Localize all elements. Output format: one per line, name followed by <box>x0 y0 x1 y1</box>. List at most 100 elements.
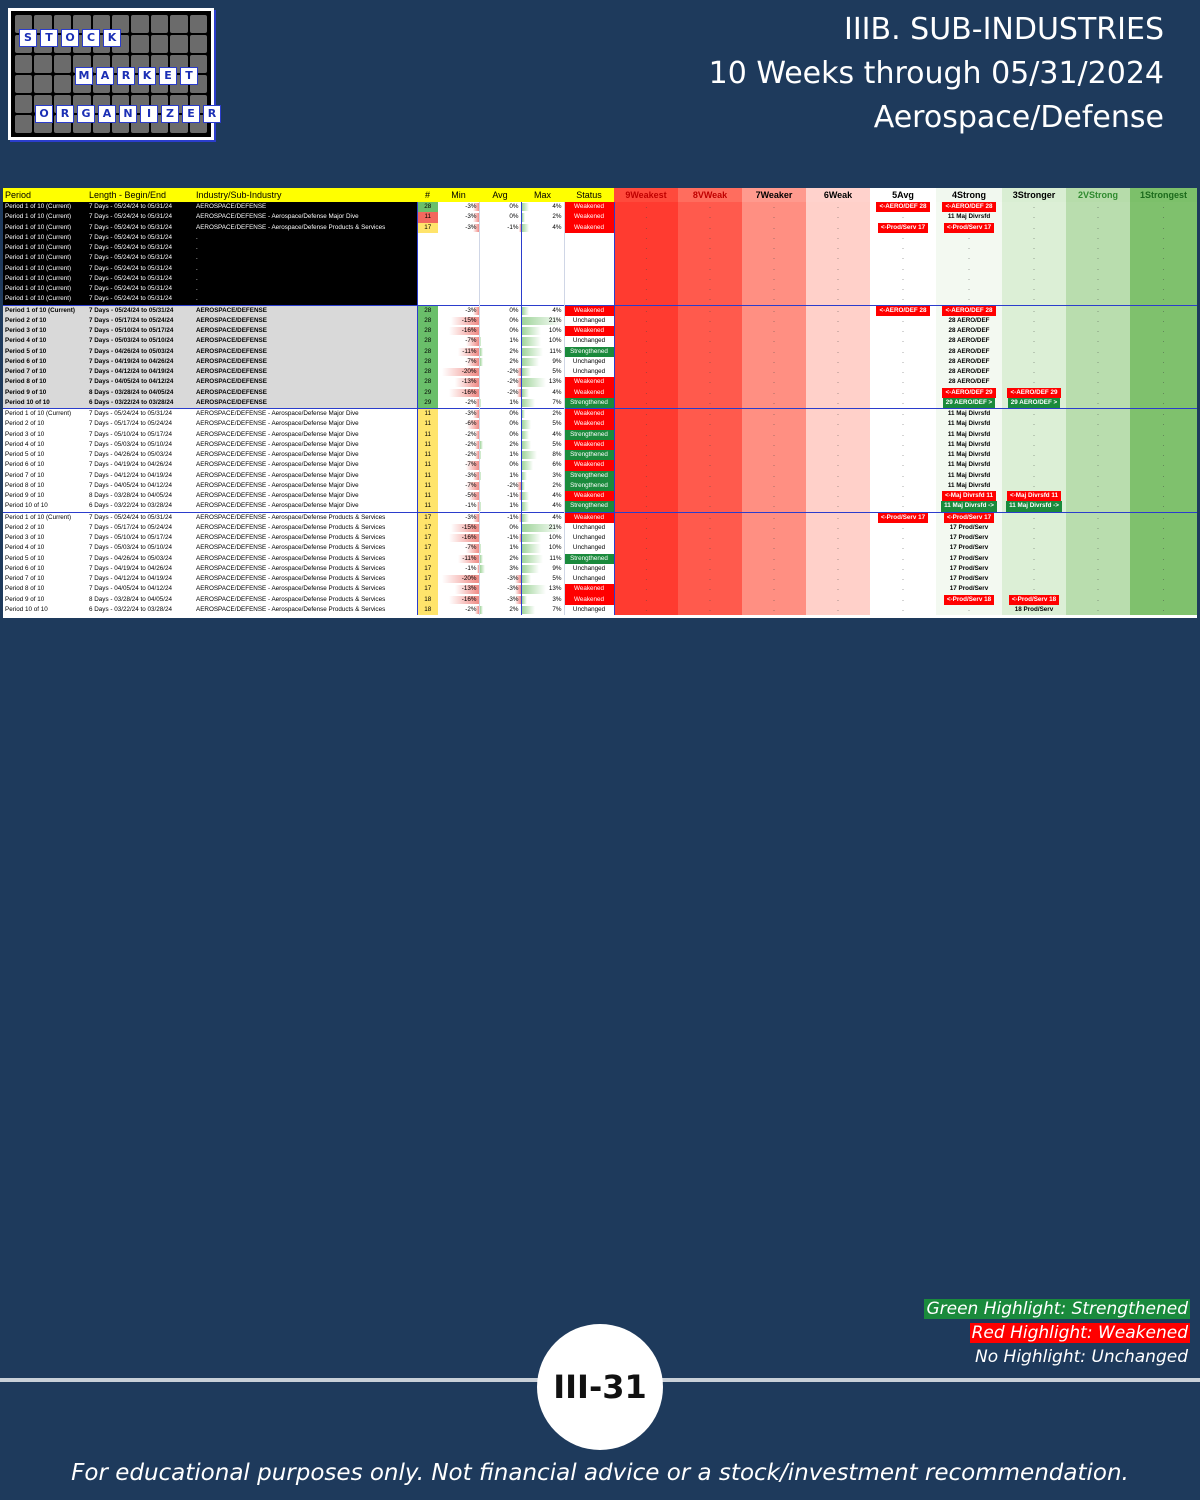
value-label: -1% <box>507 492 519 499</box>
empty-band-dot: . <box>837 378 839 386</box>
cell-avg: -1% <box>479 491 522 502</box>
empty-band-dot: . <box>1033 430 1035 438</box>
cell-band-b2: . <box>1066 460 1130 471</box>
cell-avg: 3% <box>479 563 522 574</box>
cell-band-b9: . <box>614 263 678 274</box>
cell-count: 11 <box>416 491 438 502</box>
cell-band-b5: . <box>870 232 936 243</box>
empty-band-dot: . <box>773 554 775 562</box>
empty-band-dot: . <box>1097 605 1099 613</box>
value-bar <box>450 316 478 325</box>
cell-band-b5: . <box>870 294 936 305</box>
cell-band-b3: <-AERO/DEF 29 <box>1002 387 1066 398</box>
col-header-2vstrong: 2VStrong <box>1066 188 1130 202</box>
cell-avg: 0% <box>479 212 522 223</box>
empty-band-dot: . <box>902 492 904 499</box>
value-bar <box>521 492 530 501</box>
cell-industry: AEROSPACE/DEFENSE <box>194 202 417 213</box>
empty-band-dot: . <box>837 564 839 572</box>
cell-band-b4: 11 Maj Divrsfd <box>936 450 1002 461</box>
cell-max: 6% <box>521 460 565 471</box>
cell-period: Period 1 of 10 (Current) <box>3 232 87 243</box>
value-bar <box>521 605 535 614</box>
value-label: -5% <box>465 492 477 499</box>
empty-band-dot: . <box>1162 223 1165 231</box>
cell-count <box>416 232 438 243</box>
logo-letter: N <box>119 105 137 123</box>
empty-band-dot: . <box>709 203 711 210</box>
cell-avg: 2% <box>479 346 522 357</box>
cell-band-b2: . <box>1066 212 1130 223</box>
cell-band-b5: . <box>870 243 936 254</box>
value-bar <box>441 368 478 377</box>
cell-band-b1: . <box>1130 470 1197 481</box>
cell-band-b4: <-AERO/DEF 28 <box>936 202 1002 213</box>
cell-industry: AEROSPACE/DEFENSE - Aerospace/Defense Ma… <box>194 439 417 450</box>
cell-length: 7 Days - 04/12/24 to 04/19/24 <box>87 574 194 585</box>
cell-band-b8: . <box>678 604 742 615</box>
cell-band-b8: . <box>678 263 742 274</box>
cell-max: 9% <box>521 563 565 574</box>
cell-band-b1: . <box>1130 419 1197 430</box>
empty-band-dot: . <box>645 203 648 210</box>
value-bar <box>465 337 478 346</box>
band-tag: <-Maj Divrsfd 11 <box>1006 491 1062 502</box>
empty-band-dot: . <box>1033 306 1035 314</box>
empty-band-dot: . <box>1097 554 1099 562</box>
cell-count: 17 <box>416 543 438 554</box>
empty-band-dot: . <box>902 554 904 562</box>
cell-count <box>416 284 438 295</box>
empty-band-dot: . <box>1162 378 1165 386</box>
value-label: 3% <box>552 471 562 479</box>
cell-avg: 2% <box>479 553 522 564</box>
cell-band-b5: . <box>870 553 936 564</box>
table-row: Period 4 of 10 7 Days - 05/03/24 to 05/10… <box>3 543 1197 554</box>
section-title: IIIB. SUB-INDUSTRIES <box>843 12 1164 47</box>
cell-status: Strengthened <box>564 470 615 481</box>
empty-band-dot: . <box>709 430 711 438</box>
cell-length: 7 Days - 05/24/24 to 05/31/24 <box>87 243 194 254</box>
value-label: -13% <box>461 378 477 386</box>
empty-band-dot: . <box>1162 502 1165 510</box>
cell-band-b8: . <box>678 594 742 605</box>
cell-count: 11 <box>416 470 438 481</box>
cell-band-b5: <-Prod/Serv 17 <box>870 222 936 233</box>
cell-band-b9: . <box>614 212 678 223</box>
cell-band-b8: . <box>678 563 742 574</box>
empty-band-dot: . <box>1097 492 1099 499</box>
cell-band-b4: 17 Prod/Serv <box>936 533 1002 544</box>
col-header-7weaker: 7Weaker <box>742 188 806 202</box>
band-tag: 29 AERO/DEF > <box>1007 397 1061 408</box>
table-row: Period 4 of 10 7 Days - 05/03/24 to 05/10… <box>3 439 1197 450</box>
cell-band-b5: . <box>870 273 936 284</box>
cell-avg: 0% <box>479 326 522 337</box>
table-row: Period 2 of 10 7 Days - 05/17/24 to 05/24… <box>3 419 1197 430</box>
table-row: Period 3 of 10 7 Days - 05/10/24 to 05/17… <box>3 326 1197 337</box>
cell-band-b2: . <box>1066 439 1130 450</box>
table-row: Period 10 of 10 6 Days - 03/22/24 to 03/2… <box>3 501 1197 512</box>
cell-band-b1: . <box>1130 604 1197 615</box>
cell-band-b3: . <box>1002 574 1066 585</box>
cell-band-b9: . <box>614 460 678 471</box>
cell-band-b8: . <box>678 336 742 347</box>
col-header-5avg: 5Avg <box>870 188 936 202</box>
empty-band-dot: . <box>645 327 648 334</box>
empty-band-dot: . <box>773 223 775 231</box>
empty-band-dot: . <box>645 357 648 365</box>
cell-band-b1: . <box>1130 356 1197 367</box>
value-label: 0% <box>509 410 519 417</box>
empty-band-dot: . <box>709 410 711 417</box>
empty-band-dot: . <box>837 554 839 562</box>
table-row: Period 7 of 10 7 Days - 04/12/24 to 04/19… <box>3 367 1197 378</box>
empty-band-dot: . <box>1162 534 1165 541</box>
empty-band-dot: . <box>837 327 839 334</box>
empty-band-dot: . <box>902 585 904 593</box>
page-number-badge: III-31 <box>537 1324 663 1450</box>
cell-band-b1: . <box>1130 460 1197 471</box>
cell-band-b4: <-Maj Divrsfd 11 <box>936 491 1002 502</box>
cell-period: Period 1 of 10 (Current) <box>3 284 87 295</box>
cell-band-b2: . <box>1066 222 1130 233</box>
cell-status: Weakened <box>564 408 615 420</box>
value-bar <box>449 327 478 336</box>
empty-band-dot: . <box>1033 544 1035 552</box>
